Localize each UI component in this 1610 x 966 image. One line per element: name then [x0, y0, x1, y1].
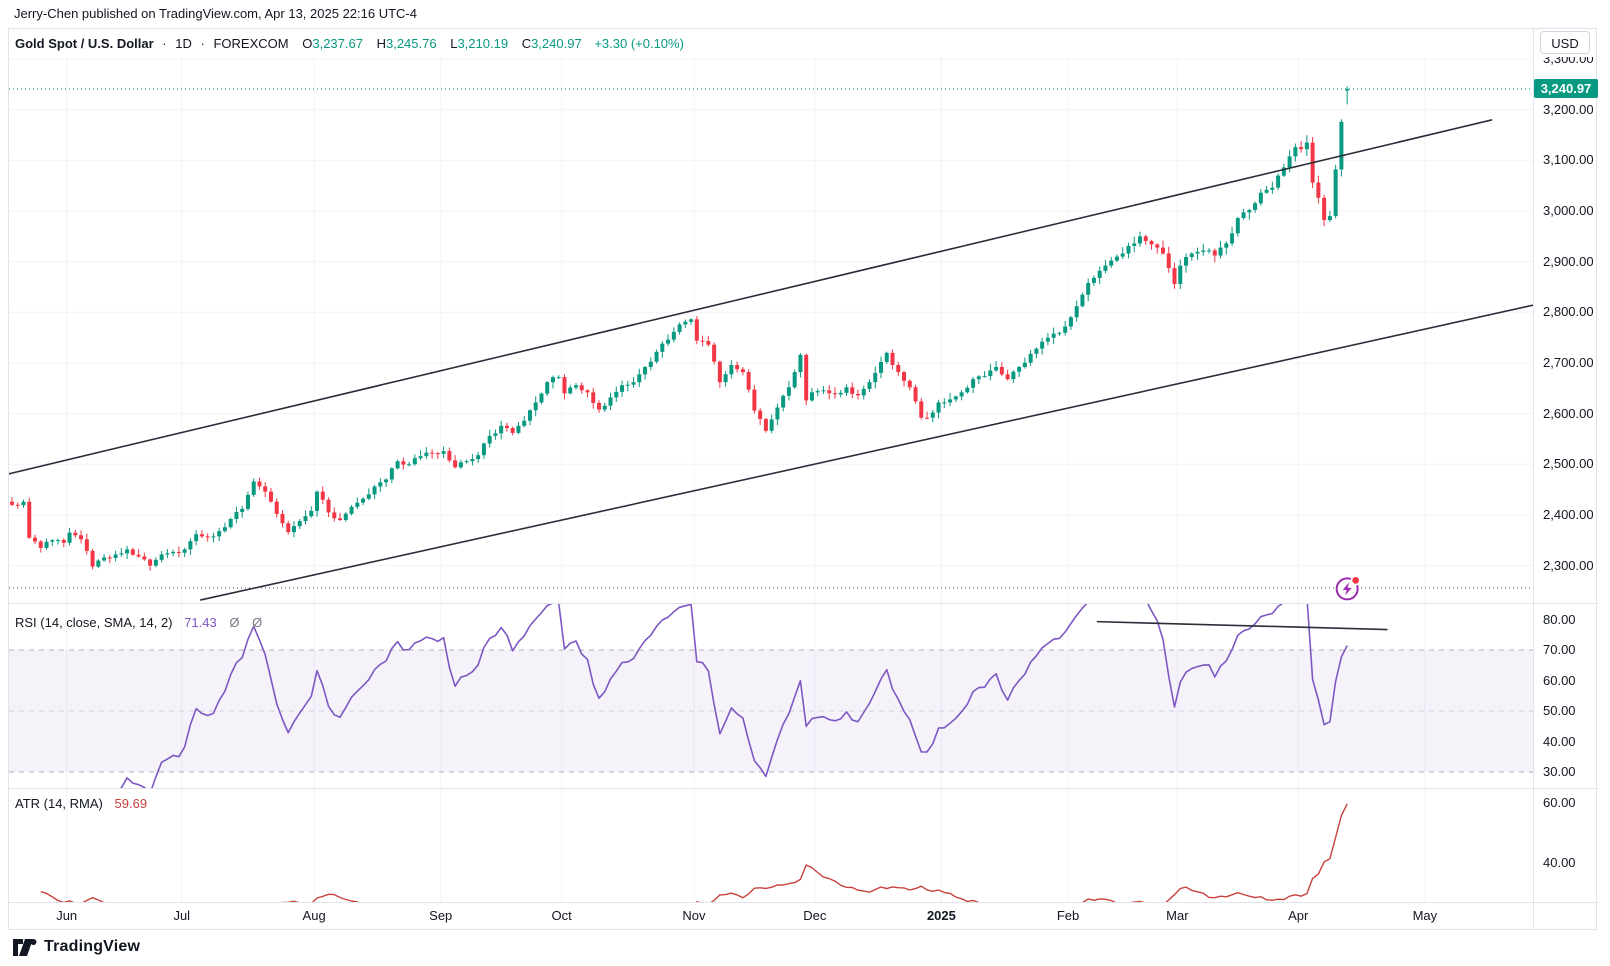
atr-indicator-label: ATR (14, RMA) 59.69 [15, 796, 147, 811]
time-tick-sep: Sep [429, 908, 453, 923]
chart-widget-border [8, 28, 1597, 930]
rsi-tick: 70.00 [1543, 642, 1576, 657]
price-tick: 2,800.00 [1543, 304, 1594, 320]
pane-divider-rsi-atr [8, 788, 1598, 789]
time-tick-dec: Dec [803, 908, 827, 923]
pane-divider-atr-time [8, 902, 1598, 903]
rsi-tick: 50.00 [1543, 703, 1576, 718]
symbol-title-row: Gold Spot / U.S. Dollar · 1D · FOREXCOM … [15, 36, 684, 51]
atr-tick: 60.00 [1543, 795, 1576, 810]
price-tick: 2,600.00 [1543, 405, 1594, 421]
alert-icon[interactable] [1335, 576, 1360, 601]
time-tick-aug: Aug [302, 908, 326, 923]
change-value: +3.30 (+0.10%) [594, 36, 684, 51]
low-letter: L [450, 36, 458, 51]
price-axis-separator [1533, 28, 1534, 930]
price-tick: 3,100.00 [1543, 152, 1594, 168]
rsi-tick: 80.00 [1543, 611, 1576, 627]
tradingview-brand-text: TradingView [44, 938, 141, 955]
last-price-label: 3,240.97 [1534, 79, 1598, 99]
close-letter: C [521, 36, 532, 51]
currency-button[interactable]: USD [1540, 31, 1590, 54]
tradingview-logo[interactable]: TradingView [13, 938, 140, 956]
price-tick: 2,300.00 [1543, 557, 1594, 573]
price-tick: 2,500.00 [1543, 456, 1594, 472]
publisher-line: Jerry-Chen published on TradingView.com,… [14, 6, 417, 21]
rsi-params: RSI (14, close, SMA, 14, 2) [15, 615, 173, 630]
time-tick-apr: Apr [1288, 908, 1309, 923]
time-tick-may: May [1412, 908, 1438, 923]
rsi-hidden-plot-2: Ø [252, 615, 263, 630]
time-tick-2025: 2025 [926, 908, 956, 923]
title-separator: · [200, 36, 205, 51]
open-letter: O [302, 36, 313, 51]
open-value: 3,237.67 [312, 36, 363, 51]
rsi-indicator-label: RSI (14, close, SMA, 14, 2) 71.43 Ø Ø [15, 615, 262, 630]
time-tick-feb: Feb [1056, 908, 1080, 923]
high-letter: H [376, 36, 386, 51]
time-tick-jul: Jul [173, 908, 191, 923]
title-separator: · [162, 36, 167, 51]
price-tick: 2,700.00 [1543, 354, 1594, 370]
exchange-label: FOREXCOM [213, 36, 289, 51]
time-tick-jun: Jun [56, 908, 78, 923]
rsi-tick: 30.00 [1543, 764, 1576, 779]
rsi-tick: 60.00 [1543, 672, 1576, 688]
atr-params: ATR (14, RMA) [15, 796, 103, 811]
price-tick: 2,400.00 [1543, 506, 1594, 522]
pane-divider-main-rsi [8, 603, 1598, 604]
atr-tick: 40.00 [1543, 855, 1576, 870]
price-tick: 3,200.00 [1543, 101, 1594, 117]
rsi-tick: 40.00 [1543, 733, 1576, 749]
tradingview-logo-icon [13, 938, 37, 956]
time-tick-nov: Nov [682, 908, 706, 923]
time-axis[interactable]: Jun Jul Aug Sep Oct Nov Dec 2025 Feb Mar Apr May [9, 902, 1533, 930]
interval-label: 1D [175, 36, 192, 51]
price-tick: 3,000.00 [1543, 202, 1594, 218]
symbol-name: Gold Spot / U.S. Dollar [15, 36, 154, 51]
price-axis[interactable]: 3,300.00 3,200.00 3,100.00 3,000.00 2,900.00… [1533, 57, 1610, 930]
high-value: 3,245.76 [385, 36, 437, 51]
price-tick: 2,900.00 [1543, 253, 1594, 269]
time-tick-oct: Oct [551, 908, 572, 923]
rsi-hidden-plot-1: Ø [229, 615, 240, 630]
time-tick-mar: Mar [1166, 908, 1189, 923]
close-value: 3,240.97 [531, 36, 582, 51]
atr-value: 59.69 [114, 796, 148, 811]
low-value: 3,210.19 [457, 36, 509, 51]
price-tick: 3,300.00 [1543, 57, 1594, 66]
rsi-value: 71.43 [184, 615, 217, 630]
